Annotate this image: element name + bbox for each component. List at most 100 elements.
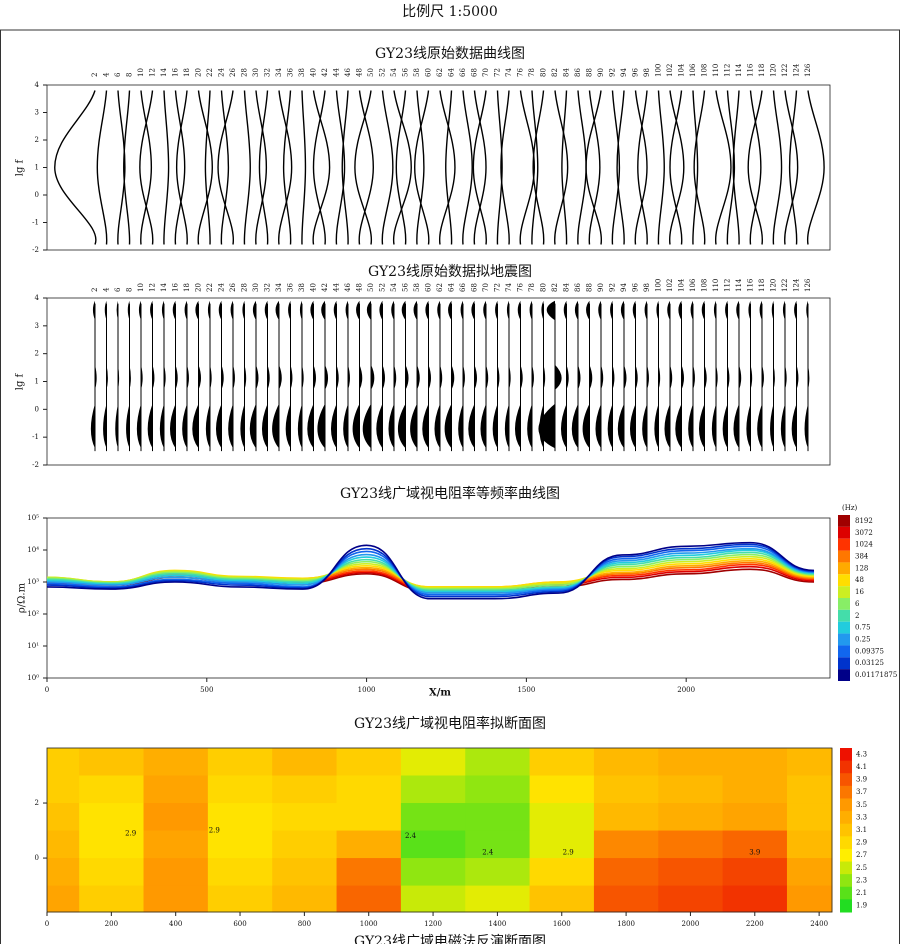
lobe: [307, 300, 316, 449]
curve: [788, 90, 798, 245]
station-label: 82: [551, 68, 559, 77]
legend-label: 1024: [855, 541, 873, 549]
legend-label: 6: [855, 600, 860, 608]
curve: [784, 90, 799, 245]
curve: [473, 90, 487, 245]
series-line: [46, 551, 815, 592]
lobe: [182, 300, 189, 449]
station-label: 18: [183, 68, 191, 77]
colorbar-swatch: [840, 785, 852, 799]
lobe: [126, 300, 131, 449]
lobe: [192, 300, 201, 449]
curve: [714, 90, 732, 245]
station-label: 62: [436, 283, 444, 292]
curve: [117, 90, 126, 245]
station-label: 92: [609, 283, 617, 292]
station-label: 44: [333, 68, 341, 77]
cell: [658, 885, 724, 913]
station-label: 106: [689, 278, 697, 292]
x-tick-label: 200: [105, 920, 118, 928]
x-tick-label: 2000: [682, 920, 700, 928]
station-label: 76: [517, 283, 525, 292]
lobe: [595, 300, 604, 449]
x-tick-label: 2400: [810, 920, 828, 928]
station-label: 38: [298, 283, 306, 292]
y-tick-label: 2: [35, 136, 39, 144]
lobe: [780, 300, 787, 449]
cell: [400, 858, 466, 887]
cell: [529, 748, 595, 777]
cell: [593, 858, 659, 887]
lobe: [317, 300, 329, 449]
legend-label: 3072: [855, 529, 873, 537]
lobe: [352, 300, 363, 449]
lobe: [480, 300, 489, 449]
cell: [143, 885, 209, 913]
station-label: 108: [701, 279, 709, 292]
series-line: [46, 547, 815, 594]
station-label: 26: [229, 283, 237, 292]
station-label: 94: [620, 68, 628, 77]
y-label: lg f: [15, 372, 26, 390]
legend-swatch: [838, 586, 850, 598]
curve: [747, 90, 763, 245]
lobe: [115, 300, 120, 449]
cell: [529, 885, 595, 913]
lobe: [711, 300, 718, 449]
station-label: 84: [563, 283, 571, 292]
station-label: 82: [551, 283, 559, 292]
station-label: 28: [241, 68, 249, 77]
colorbar-label: 2.7: [856, 851, 867, 859]
legend-swatch: [838, 633, 850, 646]
lobe: [240, 300, 247, 449]
curve: [531, 90, 539, 245]
lobe: [538, 300, 562, 449]
curve: [335, 90, 346, 245]
legend-label: 8192: [855, 517, 873, 525]
x-tick-label: 2200: [746, 920, 764, 928]
legend-label: 0.25: [855, 636, 871, 644]
y-tick-label: -1: [32, 433, 39, 441]
curve: [669, 90, 685, 245]
curve: [588, 90, 601, 245]
lobe: [330, 300, 339, 449]
lobe: [722, 300, 730, 449]
station-label: 24: [218, 283, 226, 292]
curve: [282, 90, 292, 245]
station-label: 110: [712, 64, 720, 77]
station-label: 88: [586, 68, 594, 77]
station-label: 122: [781, 279, 789, 292]
y-label: ρ/Ω.m: [17, 582, 28, 613]
station-label: 36: [287, 283, 295, 292]
lobe: [642, 300, 649, 449]
curve: [669, 90, 683, 245]
station-label: 72: [494, 283, 502, 292]
y-tick-label: 10¹: [27, 642, 39, 650]
lobe: [147, 300, 155, 449]
legend-label: 16: [855, 588, 864, 596]
series-line: [46, 543, 815, 598]
station-label: 114: [735, 278, 743, 292]
lobe: [410, 300, 420, 449]
y-tick-label: 4: [35, 81, 40, 89]
curve: [634, 90, 648, 245]
cell: [400, 803, 466, 832]
station-label: 104: [678, 278, 686, 292]
title: GY23线原始数据拟地震图: [368, 264, 532, 280]
y-tick-label: 2: [35, 350, 39, 358]
station-label: 64: [448, 283, 456, 292]
station-label: 100: [655, 279, 663, 292]
station-label: 126: [804, 63, 812, 77]
cell: [47, 748, 80, 777]
station-label: 122: [781, 64, 789, 77]
lobe: [272, 300, 282, 449]
station-label: 68: [471, 68, 479, 77]
station-label: 64: [448, 68, 456, 77]
station-label: 12: [149, 68, 157, 77]
colorbar-label: 3.5: [856, 801, 867, 809]
y-tick-label: 4: [35, 294, 40, 302]
cell: [47, 803, 80, 832]
footer: GY23线广域电磁法反演断面图: [354, 934, 546, 944]
y-tick-label: 10³: [27, 578, 39, 586]
colorbar-label: 2.5: [856, 864, 867, 872]
